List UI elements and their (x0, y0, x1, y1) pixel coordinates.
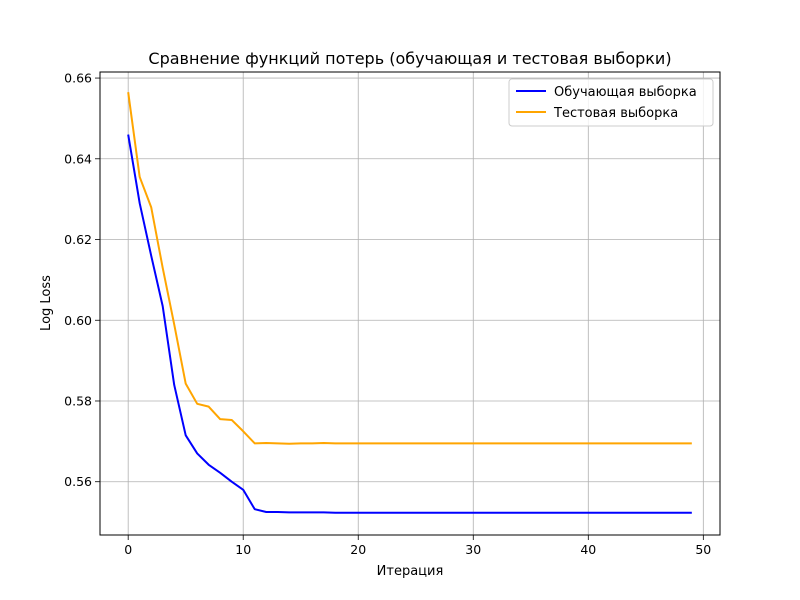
y-axis-label: Log Loss (39, 275, 54, 331)
legend-label-train: Обучающая выборка (554, 85, 697, 100)
y-tick-label: 0.62 (64, 232, 92, 247)
x-tick-label: 50 (695, 542, 711, 557)
y-tick-label: 0.66 (64, 71, 92, 86)
y-tick-label: 0.58 (64, 393, 92, 408)
x-tick-label: 10 (235, 542, 251, 557)
y-tick-label: 0.56 (64, 474, 92, 489)
test-loss-line (127, 92, 692, 445)
legend-label-test: Тестовая выборка (553, 106, 678, 121)
x-tick-label: 0 (124, 542, 132, 557)
chart-title: Сравнение функций потерь (обучающая и те… (148, 49, 671, 68)
x-tick-label: 20 (350, 542, 366, 557)
x-tick-label: 30 (465, 542, 481, 557)
x-axis-label: Итерация (377, 564, 444, 579)
y-tick-label: 0.60 (64, 313, 92, 328)
train-loss-line (127, 134, 692, 514)
legend-box (508, 78, 714, 127)
y-tick-label: 0.64 (64, 151, 92, 166)
y-axis-ticks: 0.56 0.58 0.60 0.62 0.64 0.66 (64, 71, 100, 489)
x-tick-label: 40 (580, 542, 596, 557)
legend: Обучающая выборка Тестовая выборка (508, 78, 714, 127)
plot-frame (99, 71, 721, 536)
series-lines (127, 92, 692, 514)
x-axis-ticks: 0 10 20 30 40 50 (124, 535, 711, 557)
grid-lines (100, 72, 720, 535)
